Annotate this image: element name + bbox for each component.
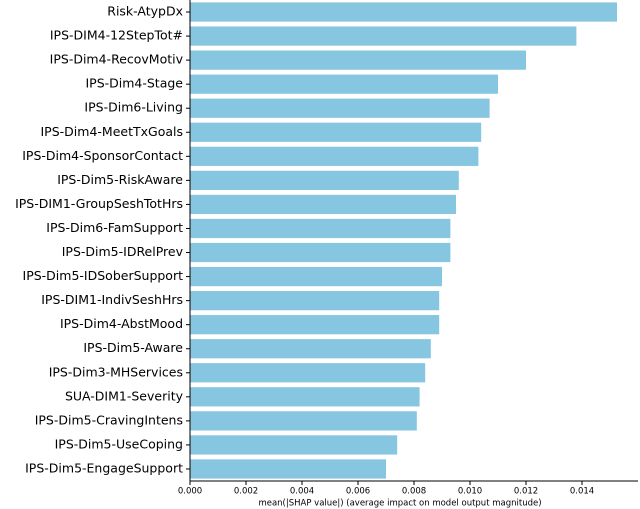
y-tick-label: IPS-Dim5-IDRelPrev xyxy=(62,244,184,259)
bar xyxy=(190,194,456,215)
y-tick-label: IPS-Dim4-MeetTxGoals xyxy=(41,124,184,139)
x-tick-label: 0.002 xyxy=(234,487,258,497)
y-tick-label: IPS-Dim5-EngageSupport xyxy=(25,460,183,475)
bar xyxy=(190,459,386,479)
y-tick-label: IPS-Dim5-IDSoberSupport xyxy=(23,268,184,283)
bar xyxy=(190,122,482,142)
bar xyxy=(190,291,440,311)
y-tick-label: IPS-DIM4-12StepTot# xyxy=(50,28,183,43)
bar xyxy=(190,98,490,118)
y-tick-label: IPS-Dim6-FamSupport xyxy=(46,220,183,235)
bar xyxy=(190,50,526,70)
y-tick-label: IPS-DIM1-GroupSeshTotHrs xyxy=(15,196,183,211)
x-tick-label: 0.006 xyxy=(346,487,370,497)
y-tick-label: IPS-Dim3-MHServices xyxy=(49,364,183,379)
bar xyxy=(190,242,451,263)
y-tick-label: IPS-Dim5-RiskAware xyxy=(57,172,183,187)
bar xyxy=(190,170,459,190)
y-tick-label: IPS-Dim4-Stage xyxy=(85,76,183,91)
x-tick-label: 0.004 xyxy=(290,487,314,497)
bar xyxy=(190,315,440,335)
x-tick-label: 0.012 xyxy=(514,487,538,497)
bar xyxy=(190,266,442,287)
x-tick-label: 0.010 xyxy=(458,487,482,497)
bar xyxy=(190,339,431,359)
bar xyxy=(190,26,577,46)
x-axis-label: mean(|SHAP value|) (average impact on mo… xyxy=(258,499,541,509)
y-tick-label: IPS-Dim4-RecovMotiv xyxy=(50,52,184,67)
bar xyxy=(190,146,479,166)
bar xyxy=(190,387,420,407)
y-tick-label: IPS-Dim5-Aware xyxy=(83,340,183,355)
y-tick-label: IPS-Dim5-CravingIntens xyxy=(35,412,183,427)
y-tick-label: IPS-Dim4-SponsorContact xyxy=(22,148,183,163)
bar xyxy=(190,2,617,22)
x-tick-label: 0.014 xyxy=(570,487,594,497)
y-tick-label: IPS-DIM1-IndivSeshHrs xyxy=(41,292,183,307)
y-tick-label: IPS-Dim4-AbstMood xyxy=(60,316,183,331)
bar xyxy=(190,363,426,383)
bar xyxy=(190,74,498,94)
y-tick-label: IPS-Dim6-Living xyxy=(84,100,183,115)
bar xyxy=(190,218,451,239)
y-tick-label: IPS-Dim5-UseCoping xyxy=(55,436,183,451)
bar xyxy=(190,411,417,431)
y-tick-label: SUA-DIM1-Severity xyxy=(65,388,184,403)
y-tick-label: Risk-AtypDx xyxy=(107,4,183,19)
x-tick-label: 0.000 xyxy=(178,487,202,497)
x-tick-label: 0.008 xyxy=(402,487,426,497)
bar xyxy=(190,435,398,455)
